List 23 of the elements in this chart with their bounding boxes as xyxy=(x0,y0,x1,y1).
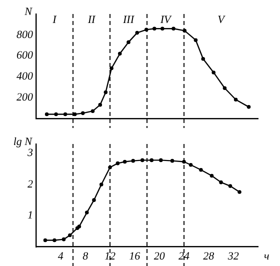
y-axis-title: N xyxy=(24,6,33,18)
x-tick-label: 12 xyxy=(104,250,116,262)
x-tick-label: 32 xyxy=(226,250,240,262)
y-tick-label: 2 xyxy=(28,178,34,190)
x-tick-label: 16 xyxy=(129,250,141,262)
annotation: V xyxy=(218,14,226,26)
y-axis-title: lg N xyxy=(13,136,33,148)
x-tick-label: 8 xyxy=(82,250,89,262)
x-tick-label: 24 xyxy=(178,250,190,262)
y-tick-label: 600 xyxy=(16,50,34,62)
x-tick-label: 4 xyxy=(58,250,64,262)
x-tick-label: 20 xyxy=(154,250,166,262)
y-tick-label: 3 xyxy=(26,147,34,160)
x-tick-label: 28 xyxy=(203,250,215,262)
y-tick-label: 800 xyxy=(16,28,34,41)
y-tick-label: 1 xyxy=(28,210,33,222)
x-axis-title: ч xyxy=(264,250,270,263)
y-tick-label: 400 xyxy=(16,70,34,83)
annotation: IV xyxy=(159,14,172,26)
annotation: II xyxy=(86,14,96,26)
annotation: III xyxy=(122,14,136,26)
y-tick-label: 200 xyxy=(16,91,34,104)
annotation: I xyxy=(52,14,58,26)
